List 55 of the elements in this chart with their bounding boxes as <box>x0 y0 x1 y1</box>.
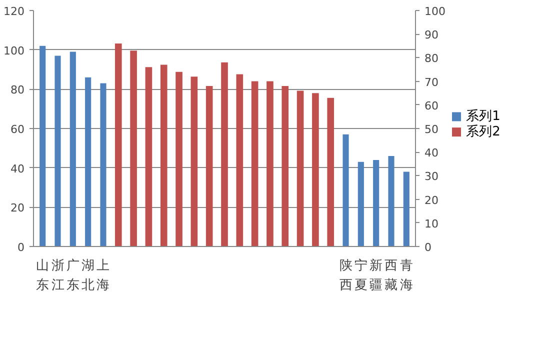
legend-label: 系列1 <box>466 109 500 124</box>
y2-tick-label: 0 <box>424 241 432 254</box>
bar <box>40 46 46 246</box>
bar <box>251 81 258 246</box>
x-tick-label: 湖北 <box>82 258 95 293</box>
bar <box>85 77 92 246</box>
y-tick-label: 0 <box>18 241 24 254</box>
x-tick-label: 广东 <box>66 258 80 293</box>
x-tick-label: 山东 <box>36 258 50 293</box>
bar <box>54 56 61 246</box>
y-tick-label: 40 <box>10 162 25 176</box>
y2-tick-label: 60 <box>424 99 438 112</box>
bar <box>266 81 274 246</box>
y-tick-label: 20 <box>10 202 25 215</box>
y2-tick-label: 30 <box>424 170 438 184</box>
bar <box>342 134 349 246</box>
x-tick-label: 宁夏 <box>354 258 368 293</box>
y2-tick-label: 80 <box>424 52 438 66</box>
y2-tick-label: 70 <box>424 76 438 89</box>
y2-tick-label: 90 <box>424 28 438 42</box>
bar <box>190 76 198 246</box>
bar <box>388 156 394 246</box>
x-tick-label: 陕西 <box>339 258 352 293</box>
bar <box>145 67 152 246</box>
y2-tick-label: 40 <box>424 146 438 160</box>
bar <box>312 93 319 246</box>
bar <box>206 86 213 246</box>
bar <box>114 44 122 246</box>
bar <box>296 90 304 246</box>
y-tick-label: 100 <box>4 44 25 58</box>
x-tick-label: 西藏 <box>384 258 398 293</box>
y-tick-label: 60 <box>10 123 25 136</box>
y2-tick-label: 10 <box>424 217 438 230</box>
bar <box>358 162 364 246</box>
bar <box>130 50 137 246</box>
x-tick-label: 浙江 <box>51 258 64 293</box>
x-tick-label: 上海 <box>96 258 110 293</box>
bar <box>176 72 182 246</box>
x-tick-label: 新疆 <box>370 258 383 293</box>
bar <box>403 172 410 246</box>
x-tick-label: 青海 <box>400 258 413 293</box>
legend-label: 系列2 <box>466 124 500 140</box>
y2-tick-label: 100 <box>424 5 446 18</box>
y2-tick-label: 50 <box>424 123 438 136</box>
bar <box>100 83 106 246</box>
bar <box>373 160 380 246</box>
bar <box>282 86 289 246</box>
bar <box>236 74 244 246</box>
bar <box>327 98 334 246</box>
bar <box>70 52 76 246</box>
y-tick-label: 120 <box>4 5 25 18</box>
y2-tick-label: 20 <box>424 194 438 207</box>
bar <box>221 62 228 246</box>
y-tick-label: 80 <box>10 84 25 97</box>
bar <box>160 64 168 246</box>
